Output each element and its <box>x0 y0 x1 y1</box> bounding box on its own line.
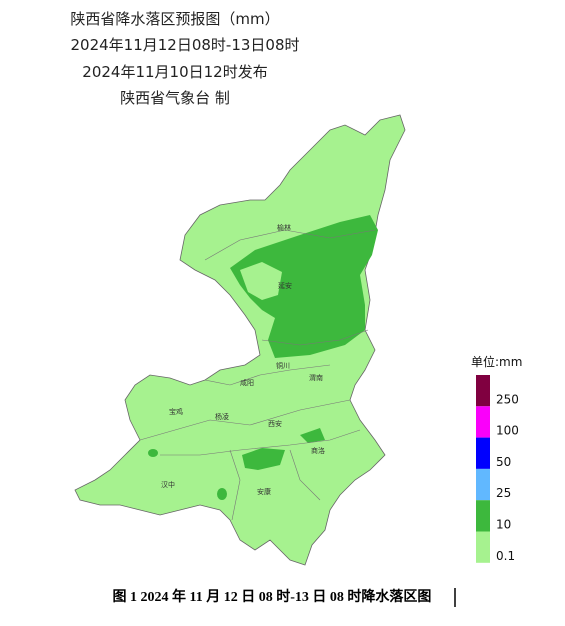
issued: 2024年11月10日12时发布 <box>82 63 267 81</box>
legend-label: 100 <box>496 424 519 438</box>
legend-label: 10 <box>496 518 511 532</box>
city-label: 杨凌 <box>215 412 229 421</box>
legend-swatch <box>476 500 490 532</box>
legend-label: 0.1 <box>496 549 515 563</box>
city-label: 西安 <box>268 419 282 428</box>
city-label: 安康 <box>257 487 271 496</box>
map <box>74 114 406 566</box>
city-label: 榆林 <box>277 223 291 232</box>
city-label: 渭南 <box>309 373 323 382</box>
legend-swatch <box>476 531 490 563</box>
city-label: 铜川 <box>276 361 290 370</box>
legend-label: 50 <box>496 455 511 469</box>
period: 2024年11月12日08时-13日08时 <box>70 36 299 54</box>
city-label: 商洛 <box>311 446 325 455</box>
caption: 图 1 2024 年 11 月 12 日 08 时-13 日 08 时降水落区图 <box>113 588 432 605</box>
title: 陕西省降水落区预报图（mm） <box>70 10 279 28</box>
legend-swatch <box>476 375 490 407</box>
city-label: 咸阳 <box>240 378 254 387</box>
city-label: 汉中 <box>161 480 175 489</box>
legend-title: 单位:mm <box>471 354 522 369</box>
legend-label: 25 <box>496 486 511 500</box>
legend-swatch <box>476 437 490 469</box>
city-label: 延安 <box>278 281 292 290</box>
legend-swatch <box>476 468 490 501</box>
city-label: 宝鸡 <box>169 407 183 416</box>
legend-swatch <box>476 406 490 438</box>
legend-label: 250 <box>496 392 519 406</box>
legend: 单位:mm 250 100 50 25 10 0.1 <box>471 354 522 563</box>
issuer: 陕西省气象台 制 <box>120 89 230 107</box>
